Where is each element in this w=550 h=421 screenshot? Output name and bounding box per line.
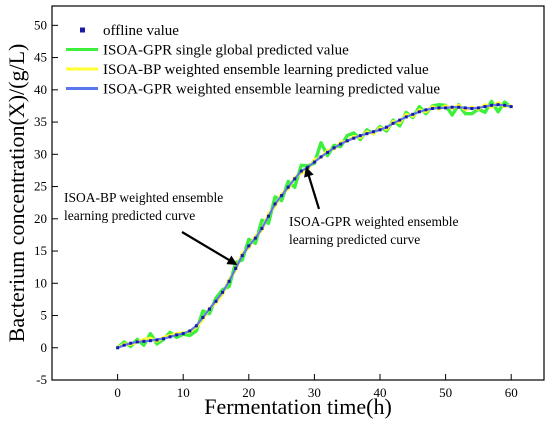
offline-value-marker — [470, 107, 474, 111]
offline-value-marker — [214, 299, 218, 303]
legend-label-3: ISOA-GPR weighted ensemble learning pred… — [103, 82, 440, 98]
offline-value-marker — [476, 106, 480, 110]
offline-value-marker — [509, 105, 513, 109]
annotation-bp-arrow — [181, 231, 238, 265]
offline-value-marker — [378, 128, 382, 132]
y-tick-label: 40 — [34, 82, 47, 97]
annotations: ISOA-BP weighted ensemble learning predic… — [64, 166, 458, 265]
y-tick-label: 15 — [34, 243, 47, 258]
x-tick-label: 30 — [308, 385, 321, 400]
offline-value-marker — [286, 185, 290, 189]
annotation-gpr-arrow — [304, 166, 321, 210]
offline-value-marker — [345, 139, 349, 143]
offline-value-marker — [457, 105, 461, 109]
offline-value-marker — [188, 329, 192, 333]
offline-value-marker — [240, 254, 244, 258]
offline-value-marker — [444, 106, 448, 110]
offline-value-marker — [339, 142, 343, 146]
ticks: 0 10 20 30 40 50 60 -5 0 5 10 15 20 25 30 35 40 45 50 — [34, 17, 518, 400]
offline-value-marker — [155, 338, 159, 342]
offline-value-marker — [194, 324, 198, 328]
offline-value-marker — [326, 150, 330, 154]
annotation-gpr-line: learning predicted curve — [289, 232, 420, 247]
offline-value-marker — [207, 307, 211, 311]
offline-value-marker — [175, 333, 179, 337]
x-tick-label: 50 — [439, 385, 452, 400]
offline-value-marker — [168, 335, 172, 339]
y-tick-label: 10 — [34, 275, 47, 290]
offline-value-marker — [450, 105, 454, 109]
x-tick-label: 10 — [177, 385, 190, 400]
offline-value-marker — [391, 121, 395, 125]
annotation-gpr-line: ISOA-GPR weighted ensemble — [289, 214, 458, 229]
x-tick-label: 40 — [374, 385, 387, 400]
offline-value-marker — [463, 106, 467, 110]
x-tick-label: 60 — [505, 385, 518, 400]
legend: offline value ISOA-GPR single global pred… — [66, 23, 440, 98]
x-axis-label: Fermentation time(h) — [204, 394, 392, 419]
offline-value-marker — [266, 214, 270, 218]
y-tick-label: 45 — [34, 50, 47, 65]
y-tick-label: 50 — [34, 17, 47, 32]
offline-value-marker — [221, 290, 225, 294]
y-tick-label: 35 — [34, 114, 47, 129]
y-tick-label: 30 — [34, 146, 47, 161]
plot-frame — [51, 5, 545, 381]
legend-label-1: ISOA-GPR single global predicted value — [103, 43, 349, 59]
legend-swatch-0 — [80, 27, 85, 33]
y-tick-label: 0 — [41, 340, 48, 355]
offline-value-marker — [417, 110, 421, 114]
offline-value-marker — [306, 165, 310, 169]
offline-value-marker — [116, 346, 120, 350]
y-tick-label: 5 — [41, 308, 48, 323]
offline-value-marker — [299, 169, 303, 173]
offline-value-marker — [385, 125, 389, 129]
y-tick-label: 25 — [34, 179, 47, 194]
y-axis-label: Bacterium concentration(X)/(g/L) — [4, 44, 29, 343]
offline-value-marker — [332, 146, 336, 150]
offline-value-marker — [483, 105, 487, 109]
offline-value-marker — [273, 202, 277, 206]
offline-value-marker — [312, 160, 316, 164]
offline-value-marker — [181, 332, 185, 336]
offline-value-marker — [148, 339, 152, 343]
offline-value-marker — [424, 108, 428, 112]
offline-value-marker — [503, 103, 507, 107]
offline-value-marker — [398, 118, 402, 122]
offline-value-marker — [404, 115, 408, 119]
offline-value-marker — [234, 266, 238, 270]
offline-value-marker — [129, 341, 133, 345]
x-tick-label: 20 — [242, 385, 255, 400]
series-layer — [116, 99, 513, 350]
legend-label-2: ISOA-BP weighted ensemble learning predi… — [103, 62, 429, 78]
offline-value-marker — [247, 244, 251, 248]
offline-value-marker — [496, 103, 500, 107]
offline-value-marker — [293, 177, 297, 181]
offline-value-marker — [135, 340, 139, 344]
legend-label-0: offline value — [103, 23, 179, 39]
offline-value-marker — [411, 112, 415, 116]
offline-value-marker — [358, 134, 362, 138]
annotation-bp-line: learning predicted curve — [64, 208, 195, 223]
offline-value-marker — [490, 103, 494, 107]
offline-value-marker — [365, 132, 369, 136]
offline-value-marker — [227, 279, 231, 283]
offline-value-marker — [352, 136, 356, 140]
offline-value-marker — [437, 106, 441, 110]
offline-value-marker — [371, 130, 375, 134]
offline-value-marker — [319, 155, 323, 159]
x-tick-label: 0 — [114, 385, 121, 400]
offline-value-marker — [122, 343, 126, 347]
offline-value-marker — [253, 236, 257, 240]
offline-value-marker — [260, 226, 264, 230]
y-tick-label: 20 — [34, 211, 47, 226]
offline-value-marker — [162, 337, 166, 341]
y-tick-label: -5 — [36, 372, 47, 387]
annotation-bp-line: ISOA-BP weighted ensemble — [64, 190, 223, 205]
offline-value-marker — [430, 107, 434, 111]
offline-value-marker — [280, 194, 284, 198]
offline-value-marker — [142, 339, 146, 343]
offline-value-marker — [201, 315, 205, 319]
